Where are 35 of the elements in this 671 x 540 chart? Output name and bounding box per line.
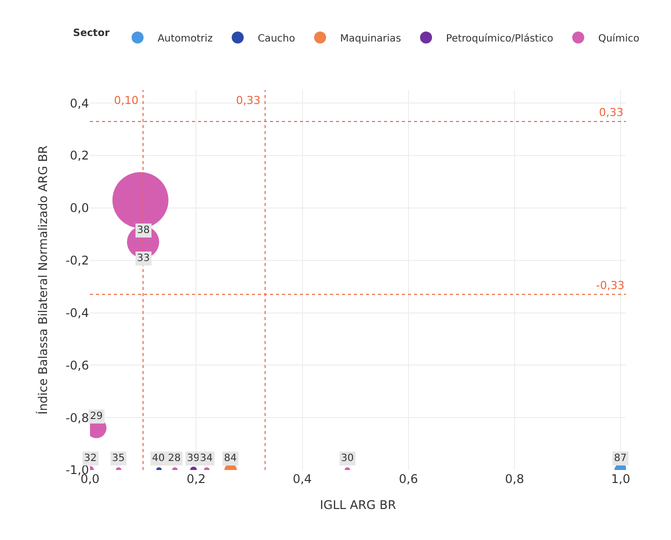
x-tick-label: 0,4	[292, 472, 312, 486]
legend-label: Automotriz	[158, 33, 213, 44]
y-tick-label: -0,2	[66, 254, 89, 268]
y-tick-label: -0,8	[66, 410, 89, 425]
y-tick-label: 0,0	[70, 201, 89, 216]
y-tick-label: -0,4	[66, 306, 89, 320]
annotation: 38	[137, 225, 150, 236]
x-tick-label: 0,2	[186, 472, 206, 486]
y-tick-label: -0,6	[66, 358, 89, 372]
annotation: 40	[152, 453, 165, 464]
legend-title: Sector	[73, 28, 110, 39]
legend-label: Maquinarias	[340, 33, 402, 44]
y-axis-title: Índice Balassa Bilateral Normalizado ARG BR	[34, 145, 50, 415]
ref-line-label: -0,33	[596, 279, 624, 292]
ref-line-label: 0,33	[236, 94, 260, 107]
ref-line-label: 0,10	[114, 94, 138, 107]
annotation: 32	[84, 453, 97, 464]
y-tick-label: 0,4	[70, 96, 89, 110]
annotation: 35	[112, 453, 125, 464]
annotation: 34	[200, 453, 213, 464]
annotation: 29	[90, 411, 103, 422]
annotation: 30	[341, 453, 354, 464]
legend-label: Caucho	[258, 33, 296, 44]
x-tick-label: 1,0	[611, 472, 630, 486]
legend-label: Petroquímico/Plástico	[446, 33, 554, 44]
x-tick-label: 0,8	[505, 472, 524, 486]
x-tick-label: 0,6	[398, 472, 418, 486]
annotation: 28	[168, 453, 181, 464]
ref-line-label: 0,33	[599, 106, 624, 119]
y-tick-label: 0,2	[70, 148, 89, 163]
annotation: 84	[224, 453, 237, 464]
legend-label: Químico	[598, 33, 640, 44]
x-axis-title: IGLL ARG BR	[320, 498, 396, 512]
annotation: 33	[137, 253, 150, 264]
annotation: 87	[614, 453, 627, 464]
